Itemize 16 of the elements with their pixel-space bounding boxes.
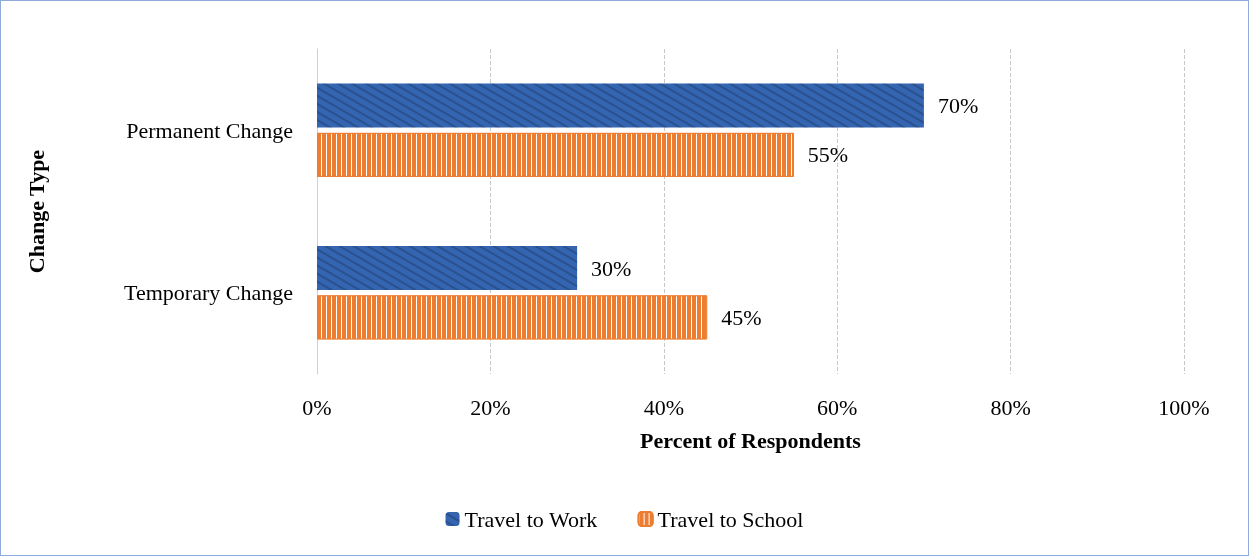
legend-label: Travel to School	[657, 506, 804, 532]
x-axis-title: Percent of Respondents	[640, 427, 862, 453]
y-axis-title: Change Type	[23, 149, 49, 274]
x-tick-label: 100%	[1158, 394, 1210, 420]
x-tick-label: 80%	[990, 394, 1031, 420]
data-label: 45%	[721, 304, 762, 330]
data-label: 55%	[807, 142, 849, 168]
data-label: 30%	[591, 255, 632, 281]
x-tick-label: 0%	[302, 394, 332, 420]
x-tick-label: 40%	[643, 394, 684, 420]
data-label: 70%	[937, 93, 979, 119]
x-tick-label: 60%	[817, 394, 858, 420]
legend-label: Travel to Work	[464, 506, 598, 532]
y-tick-label: Temporary Change	[124, 280, 293, 306]
x-tick-label: 20%	[470, 394, 511, 420]
y-tick-label: Permanent Change	[126, 117, 293, 143]
